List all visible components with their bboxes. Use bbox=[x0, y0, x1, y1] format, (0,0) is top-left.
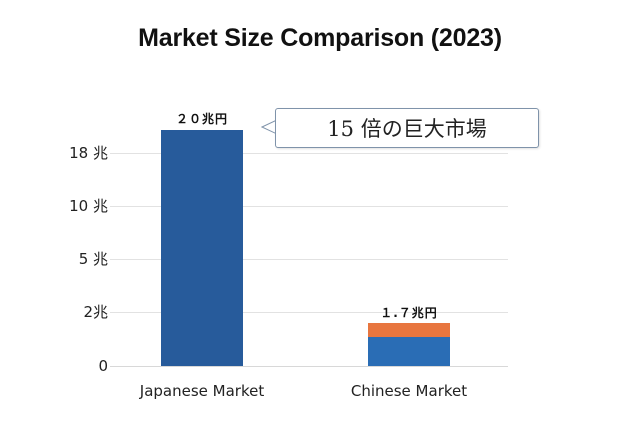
callout-annotation: 15 倍の巨大市場 bbox=[275, 108, 539, 148]
y-tick-10: 10 兆 bbox=[69, 197, 108, 215]
y-tick-5: 5 兆 bbox=[78, 250, 108, 268]
bar-value-label-chinese: １.７兆円 bbox=[380, 306, 438, 320]
bar-value-label-japanese: ２０兆円 bbox=[175, 112, 228, 126]
gridline-2 bbox=[110, 312, 508, 313]
bar-segment-chinese-base bbox=[368, 337, 450, 366]
x-label-japanese: Japanese Market bbox=[139, 382, 265, 400]
gridline-5 bbox=[110, 259, 508, 260]
chart-title: Market Size Comparison (2023) bbox=[138, 24, 502, 52]
y-tick-0: 0 bbox=[98, 357, 108, 375]
x-label-chinese: Chinese Market bbox=[350, 382, 468, 400]
gridline-18 bbox=[110, 153, 508, 154]
bar-segment-chinese-top bbox=[368, 323, 450, 337]
bar-japanese-market bbox=[161, 130, 243, 366]
y-tick-2: 2兆 bbox=[83, 303, 108, 321]
gridline-10 bbox=[110, 206, 508, 207]
y-tick-18: 18 兆 bbox=[69, 144, 108, 162]
x-axis-baseline bbox=[110, 366, 508, 367]
